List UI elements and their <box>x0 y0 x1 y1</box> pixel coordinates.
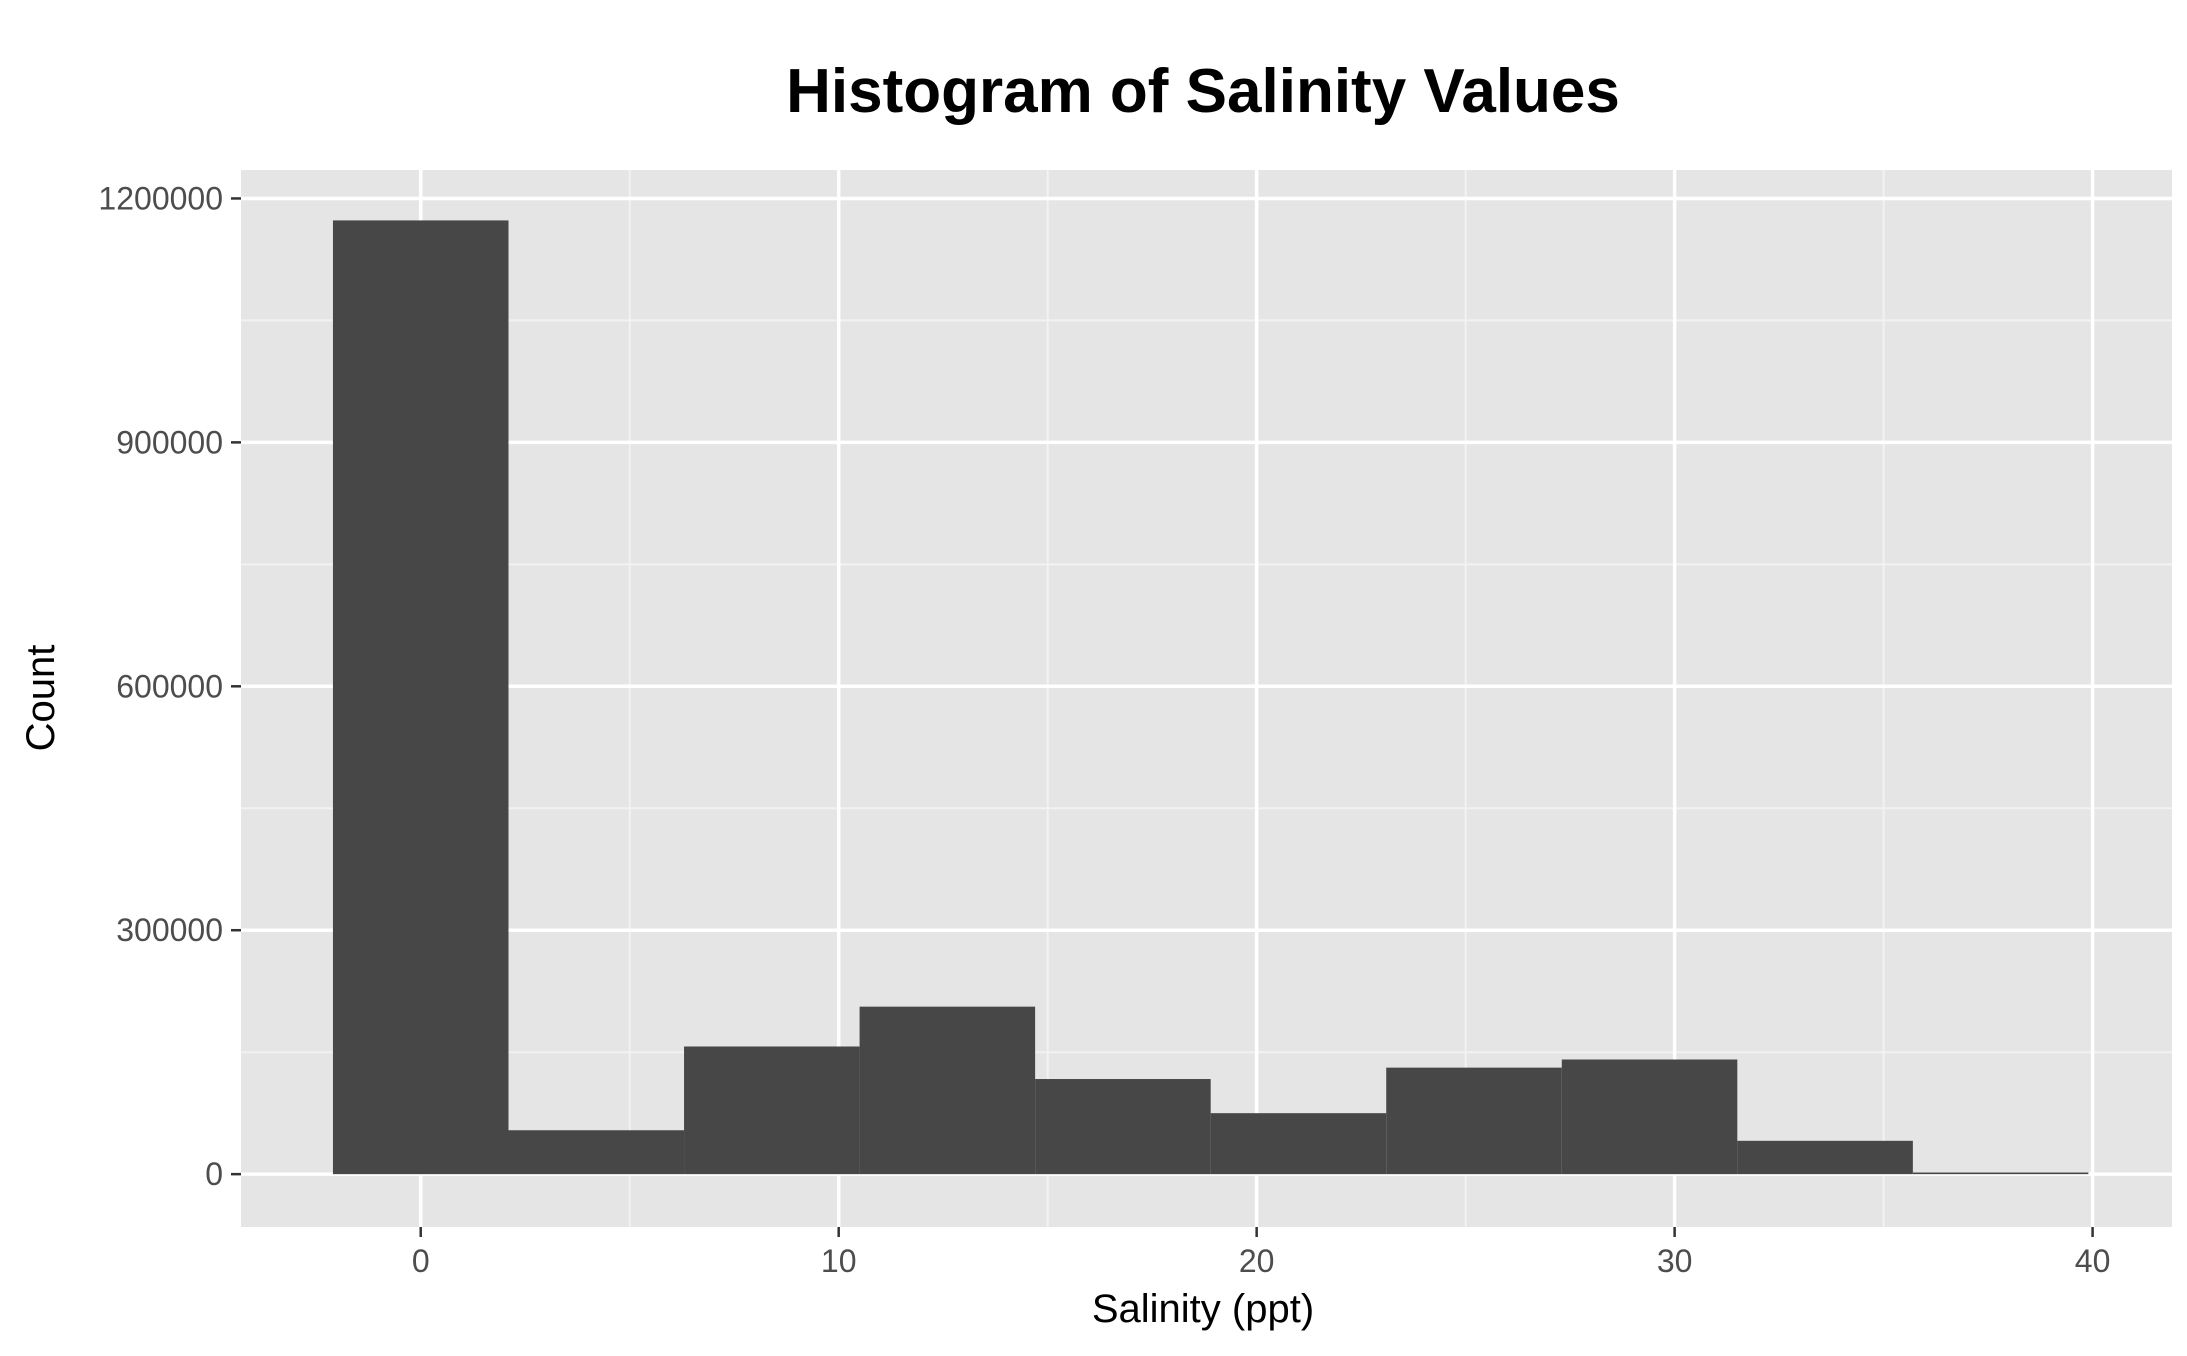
histogram-bar <box>1912 1172 2089 1175</box>
x-tick-label: 30 <box>1657 1243 1693 1279</box>
histogram-bar <box>684 1046 860 1175</box>
y-tick-label: 1200000 <box>98 180 223 216</box>
x-tick-label: 20 <box>1239 1243 1275 1279</box>
x-tick-label: 40 <box>2075 1243 2111 1279</box>
y-axis: 0 300000 600000 900000 1200000 <box>98 180 241 1192</box>
y-tick-label: 900000 <box>116 424 223 460</box>
plot-panel <box>241 170 2172 1227</box>
y-axis-title: Count <box>19 645 63 752</box>
histogram-bar <box>1737 1140 1913 1175</box>
x-tick-label: 10 <box>821 1243 857 1279</box>
x-tick-label: 0 <box>412 1243 430 1279</box>
histogram-bar <box>332 220 509 1175</box>
histogram-bar <box>508 1130 685 1175</box>
x-axis-title: Salinity (ppt) <box>1092 1287 1314 1331</box>
chart-title: Histogram of Salinity Values <box>786 57 1620 126</box>
histogram-bar <box>859 1006 1036 1175</box>
histogram-bar <box>1210 1113 1387 1175</box>
x-axis: 0 10 20 30 40 <box>412 1227 2111 1279</box>
histogram-bar <box>1035 1079 1211 1175</box>
y-tick-label: 300000 <box>116 912 223 948</box>
histogram-bar <box>1386 1067 1562 1175</box>
y-tick-label: 0 <box>205 1156 223 1192</box>
histogram-bar <box>1561 1059 1738 1175</box>
histogram-bars <box>332 220 2089 1175</box>
minor-gridlines <box>241 170 2172 1227</box>
y-tick-label: 600000 <box>116 668 223 704</box>
